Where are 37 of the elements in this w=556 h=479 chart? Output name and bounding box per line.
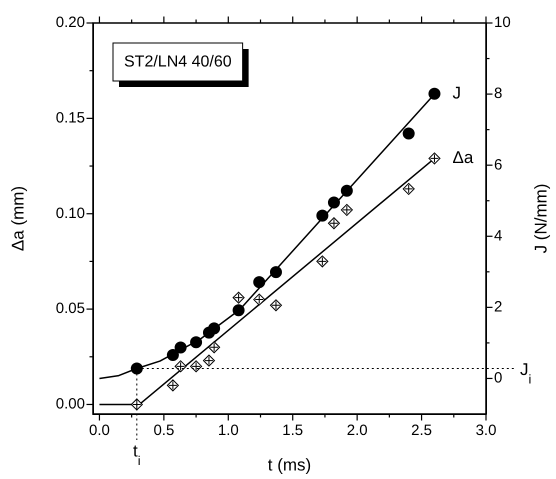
y-tick-label: 0.20 <box>56 14 85 32</box>
annotation: ST2/LN4 40/60 <box>124 53 232 70</box>
y2-axis-title: J (N/mm) <box>532 184 551 254</box>
x-axis-title: t (ms) <box>268 456 312 475</box>
x-tick-label: 2.0 <box>346 422 368 440</box>
point <box>270 266 282 278</box>
point <box>190 336 202 348</box>
y2-tick-label: 4 <box>494 227 502 244</box>
x-tick-label: 3.0 <box>476 422 496 440</box>
y2-tick-label: 2 <box>494 298 502 316</box>
x-tick-label: 0.0 <box>89 422 110 440</box>
y-tick-label: 0.10 <box>56 204 85 222</box>
y-tick-label: 0.05 <box>56 300 85 318</box>
point <box>174 342 187 354</box>
y2-tick-label: 8 <box>494 85 502 102</box>
point <box>328 196 340 209</box>
x-tick-label: 0.5 <box>153 422 174 440</box>
x-tick-label: 1.0 <box>218 422 239 440</box>
series-label: Δa <box>452 148 474 168</box>
y-tick-label: 0.00 <box>56 396 85 413</box>
point <box>130 362 143 374</box>
point <box>316 210 328 222</box>
point <box>232 304 245 316</box>
point <box>208 322 220 334</box>
y-axis-title: Δa (mm) <box>8 186 28 252</box>
x-tick-label: 2.5 <box>411 422 432 440</box>
point <box>428 88 440 100</box>
y2-tick-label: 10 <box>494 14 511 32</box>
y2-tick-label: 0 <box>494 370 502 387</box>
series-label: J <box>452 83 461 102</box>
point <box>340 184 353 197</box>
y-tick-label: 0.15 <box>56 110 85 127</box>
point <box>402 128 415 140</box>
x-tick-label: 1.5 <box>282 422 304 440</box>
y2-tick-label: 6 <box>494 156 502 174</box>
point <box>253 276 266 288</box>
point <box>166 348 179 361</box>
